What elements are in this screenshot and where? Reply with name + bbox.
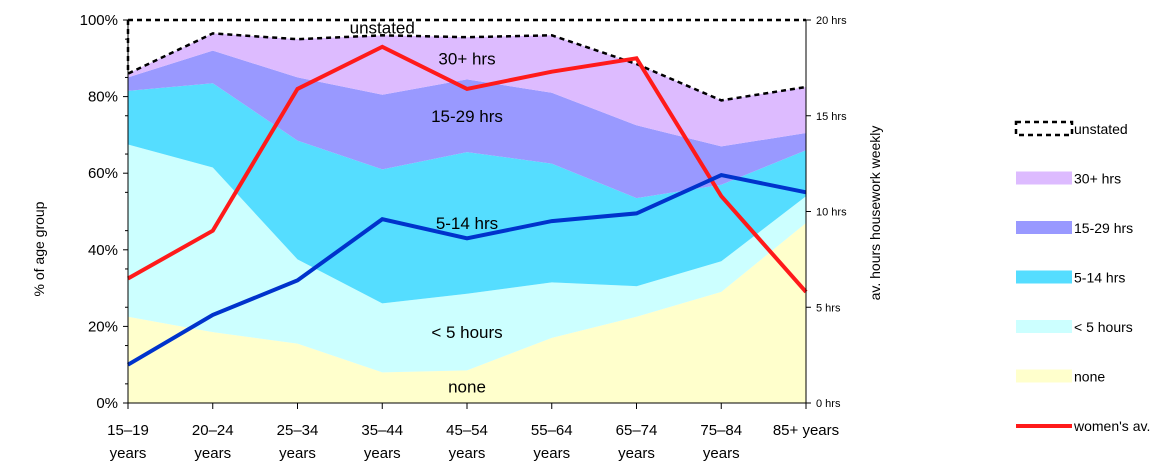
legend-label: unstated [1074,121,1128,137]
legend-item-women-s-av: women's av. [1016,418,1150,434]
x-tick-label: 65–74 years [616,422,658,462]
stacked-areas [126,18,807,403]
legend-item-men-s-av: men's av [1074,468,1130,471]
y-tick-label: 20% [88,318,118,335]
band-label-5-14-hrs: 5-14 hrs [436,214,498,233]
area-5-14-hrs [128,83,806,304]
line-men-s-av [126,173,807,367]
band-label-unstated: unstated [350,19,415,38]
band-label-15-29-hrs: 15-29 hrs [431,107,503,126]
y2-tick-label: 0 hrs [816,398,841,410]
x-tick-label: 35–44 years [361,422,403,462]
x-tick-label: 25–34 years [277,422,319,462]
legend-label: women's av. [1073,418,1150,434]
legend-label: 15-29 hrs [1074,220,1133,236]
legend-swatch [1016,270,1072,284]
y-tick-label: 80% [88,89,118,106]
legend-label: 30+ hrs [1074,171,1121,187]
y2-tick-label: 5 hrs [816,302,841,314]
x-tick-label: 75–84 years [700,422,742,462]
y2-axis-title: av. hours housework weekly [867,126,883,301]
x-tick-label: 55–64 years [531,422,573,462]
legend-swatch [1016,320,1072,333]
y-tick-label: 40% [88,242,118,259]
legend-label: men's av [1074,468,1130,471]
y-tick-label: 100% [80,12,118,29]
legend-label: 5-14 hrs [1074,270,1125,286]
band-labels: unstated 30+ hrs 15-29 hrs 5-14 hrs < 5 hour… [350,19,503,397]
x-tick-label: 45–54 years [446,422,488,462]
area-none [128,223,806,403]
x-tick-label: 15–19 years [107,422,149,462]
x-tick-label: 20–24 years [192,422,234,462]
area-30-hrs [128,33,806,147]
legend-label: none [1074,369,1105,385]
band-label-30-hrs: 30+ hrs [438,49,495,68]
legend-item-5-14-hrs: 5-14 hrs [1016,270,1125,286]
legend-item-none: none [1016,369,1105,385]
legend-item-unstated: unstated [1014,120,1128,137]
legend-swatch [1014,120,1074,137]
x-tick-label: 85+ years [773,422,839,439]
y2-tick-label: 10 hrs [816,207,847,219]
legend-item-15-29-hrs: 15-29 hrs [1016,220,1133,236]
legend-item-30-hrs: 30+ hrs [1016,171,1121,187]
legend-label: < 5 hours [1074,319,1133,335]
y2-tick-label: 15 hrs [816,111,847,123]
y-axis-title: % of age group [31,201,47,296]
y2-tick-label: 20 hrs [816,15,847,27]
area-5-hours [128,144,806,373]
y-tick-label: 60% [88,165,118,182]
legend-swatch [1016,369,1072,383]
axes: 0% 20% 40% 60% 80% 100% 0 hrs 5 hrs 10 hrs 15 hrs… [80,12,847,462]
y-tick-label: 0% [96,395,118,412]
legend-swatch [1016,171,1072,185]
legend-item-5-hours: < 5 hours [1016,319,1133,335]
legend: unstated 30+ hrs 15-29 hrs 5-14 hrs < 5 hour… [1014,120,1150,471]
band-label-none: none [448,378,486,397]
average-lines [126,44,808,367]
unstated-boundary [126,20,807,102]
legend-swatch [1016,221,1072,234]
band-label-5-hours: < 5 hours [431,323,502,342]
line-women-s-av [127,44,808,294]
